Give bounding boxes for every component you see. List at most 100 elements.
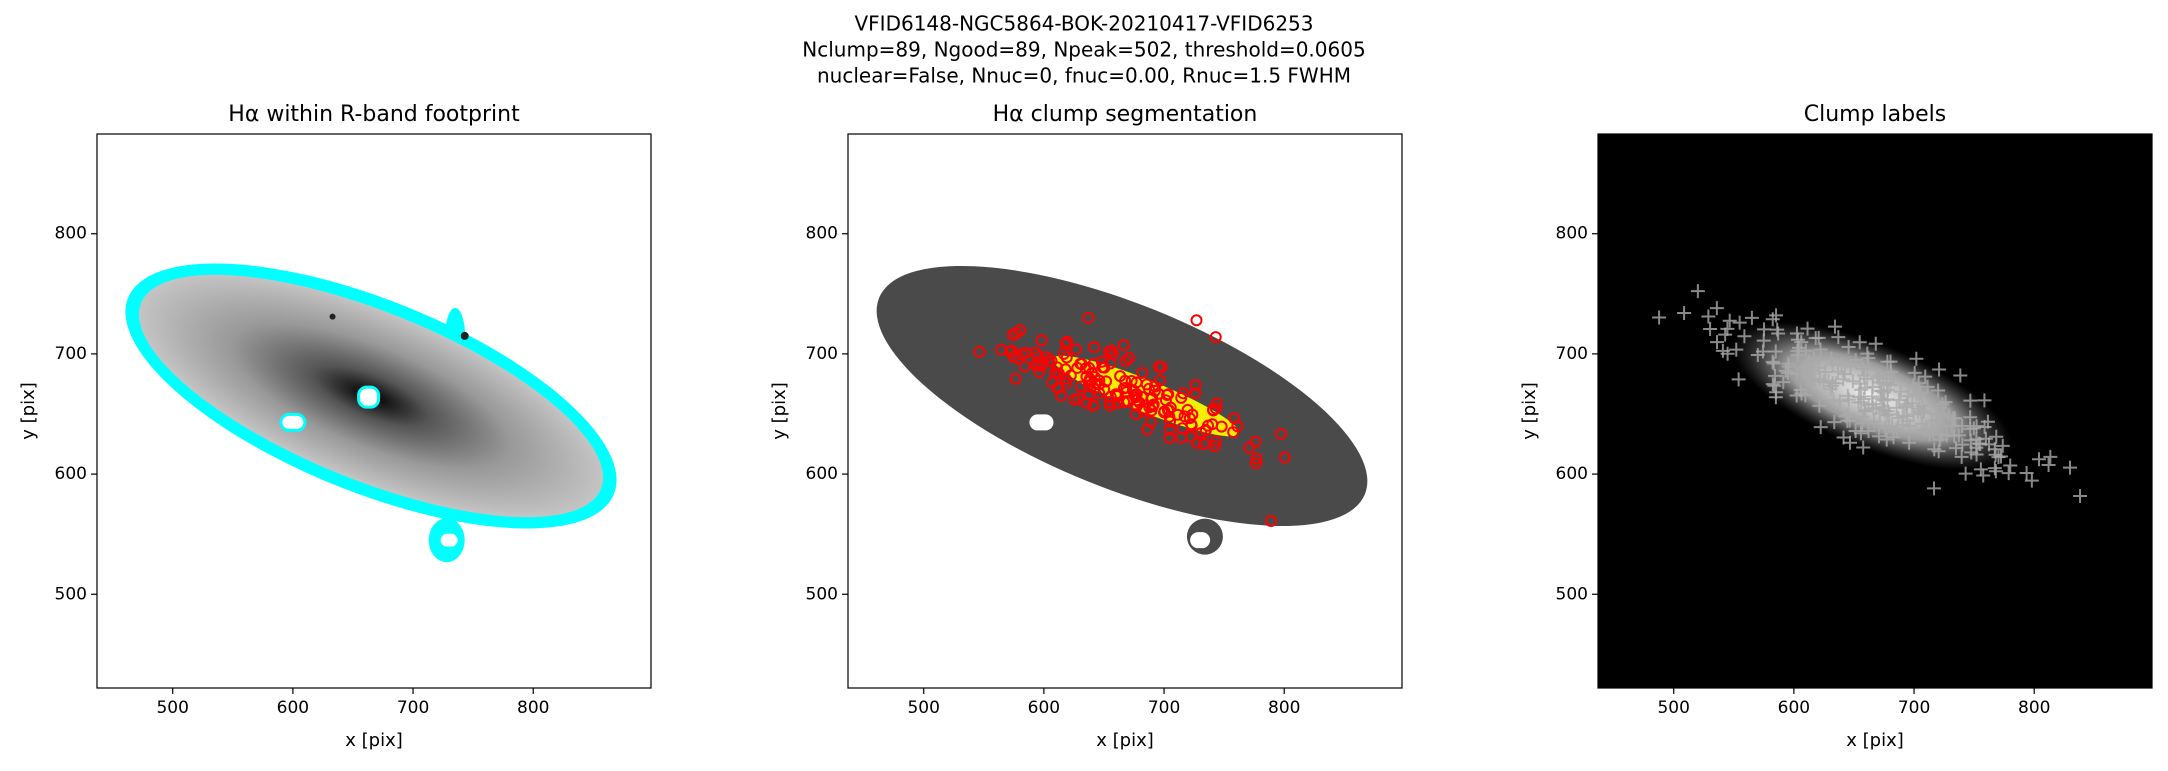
peak-marker bbox=[1918, 369, 1933, 384]
x-tick-label: 500 bbox=[1657, 698, 1689, 718]
peak-marker bbox=[1909, 351, 1924, 366]
peak-marker bbox=[1823, 382, 1838, 397]
peak-marker bbox=[1855, 361, 1870, 376]
image-panel bbox=[125, 263, 617, 563]
peak-marker bbox=[1872, 406, 1887, 421]
x-axis-label: x [pix] bbox=[1846, 730, 1904, 751]
y-tick-label: 600 bbox=[806, 464, 838, 484]
clump bbox=[1072, 392, 1085, 405]
x-axis-label: x [pix] bbox=[1096, 730, 1154, 751]
peak-marker bbox=[1832, 394, 1847, 409]
y-tick-label: 800 bbox=[806, 224, 838, 244]
peak-marker bbox=[1973, 462, 1988, 477]
clump bbox=[1059, 372, 1072, 385]
peak-marker bbox=[1993, 449, 2008, 464]
peak-marker bbox=[1856, 440, 1871, 455]
peak-marker bbox=[1677, 306, 1692, 321]
peak-marker bbox=[1837, 367, 1852, 382]
y-tick-label: 500 bbox=[806, 584, 838, 604]
peak-marker bbox=[2043, 449, 2058, 464]
peak-marker bbox=[1731, 372, 1746, 387]
peak-marker bbox=[1652, 310, 1667, 325]
clump bbox=[1250, 452, 1263, 465]
x-tick-label: 500 bbox=[907, 698, 939, 718]
clump bbox=[1104, 357, 1117, 370]
peak-marker bbox=[1892, 393, 1907, 408]
clump bbox=[1061, 335, 1074, 348]
clump bbox=[973, 345, 986, 358]
peak-marker bbox=[1852, 335, 1867, 350]
peak-marker bbox=[1722, 313, 1737, 328]
clump bbox=[1249, 435, 1262, 448]
peak-marker bbox=[1939, 428, 1954, 443]
clump bbox=[1070, 343, 1083, 356]
clump bbox=[1189, 379, 1202, 392]
peak-marker bbox=[1901, 389, 1916, 404]
peak-marker bbox=[1895, 408, 1910, 423]
clump bbox=[1088, 341, 1101, 354]
peak-marker bbox=[1831, 364, 1846, 379]
peak-marker bbox=[1988, 464, 2003, 479]
peak-marker bbox=[1718, 327, 1733, 342]
peak-marker bbox=[1963, 393, 1978, 408]
peak-marker bbox=[1853, 426, 1868, 441]
peak-marker bbox=[1987, 461, 2002, 476]
clump bbox=[1209, 331, 1222, 344]
peak-marker bbox=[1732, 315, 1747, 330]
peak-marker bbox=[1876, 371, 1891, 386]
x-axis-label: x [pix] bbox=[345, 730, 403, 751]
peak-marker bbox=[1812, 372, 1827, 387]
clump bbox=[1082, 311, 1095, 324]
peak-marker bbox=[1710, 335, 1724, 350]
peak-marker bbox=[1977, 393, 1992, 408]
clump bbox=[1130, 399, 1143, 412]
peak-marker bbox=[1879, 432, 1894, 447]
peak-marker bbox=[1867, 414, 1882, 429]
peak-marker bbox=[1919, 421, 1934, 436]
x-tick-label: 500 bbox=[156, 698, 188, 718]
peak-marker bbox=[1874, 383, 1889, 398]
peak-marker bbox=[1852, 376, 1867, 391]
clump bbox=[1119, 355, 1132, 368]
clump bbox=[1087, 398, 1100, 411]
x-tick-label: 700 bbox=[397, 698, 429, 718]
peak-marker bbox=[1840, 407, 1855, 422]
clump bbox=[1146, 400, 1159, 413]
peak-marker bbox=[1715, 343, 1730, 358]
clump bbox=[1161, 389, 1174, 402]
axes-frame bbox=[96, 133, 652, 689]
y-tick-label: 600 bbox=[55, 464, 87, 484]
clump bbox=[1153, 374, 1166, 387]
clump bbox=[1197, 437, 1210, 450]
peak-marker bbox=[1860, 371, 1875, 386]
clump bbox=[1060, 351, 1073, 364]
x-tick-label: 800 bbox=[1268, 698, 1300, 718]
peak-marker bbox=[1843, 435, 1857, 450]
peak-marker bbox=[1954, 419, 1969, 434]
axes-title: Hα within R-band footprint bbox=[228, 102, 520, 127]
masked-region bbox=[279, 412, 307, 432]
peak-marker bbox=[2024, 473, 2039, 488]
clump bbox=[1074, 380, 1087, 393]
clump bbox=[1035, 334, 1048, 347]
peak-marker bbox=[1776, 375, 1791, 390]
clump bbox=[1141, 423, 1154, 436]
axes-frame bbox=[1597, 133, 2153, 689]
peak-marker bbox=[1857, 368, 1872, 383]
peak-marker bbox=[1935, 397, 1950, 412]
clump bbox=[1095, 355, 1108, 368]
peak-marker bbox=[1812, 398, 1827, 413]
peak-marker bbox=[1800, 321, 1815, 336]
peak-marker bbox=[1789, 367, 1804, 382]
peak-marker bbox=[1954, 449, 1969, 464]
peak-marker bbox=[1938, 395, 1953, 410]
y-tick-label: 700 bbox=[806, 344, 838, 364]
peak-marker bbox=[1827, 415, 1842, 430]
clump bbox=[1055, 389, 1068, 402]
clump bbox=[1123, 352, 1136, 365]
peak-marker bbox=[1925, 424, 1940, 439]
peak-marker bbox=[1737, 329, 1752, 344]
clump bbox=[1104, 390, 1117, 403]
clump bbox=[1178, 410, 1191, 423]
